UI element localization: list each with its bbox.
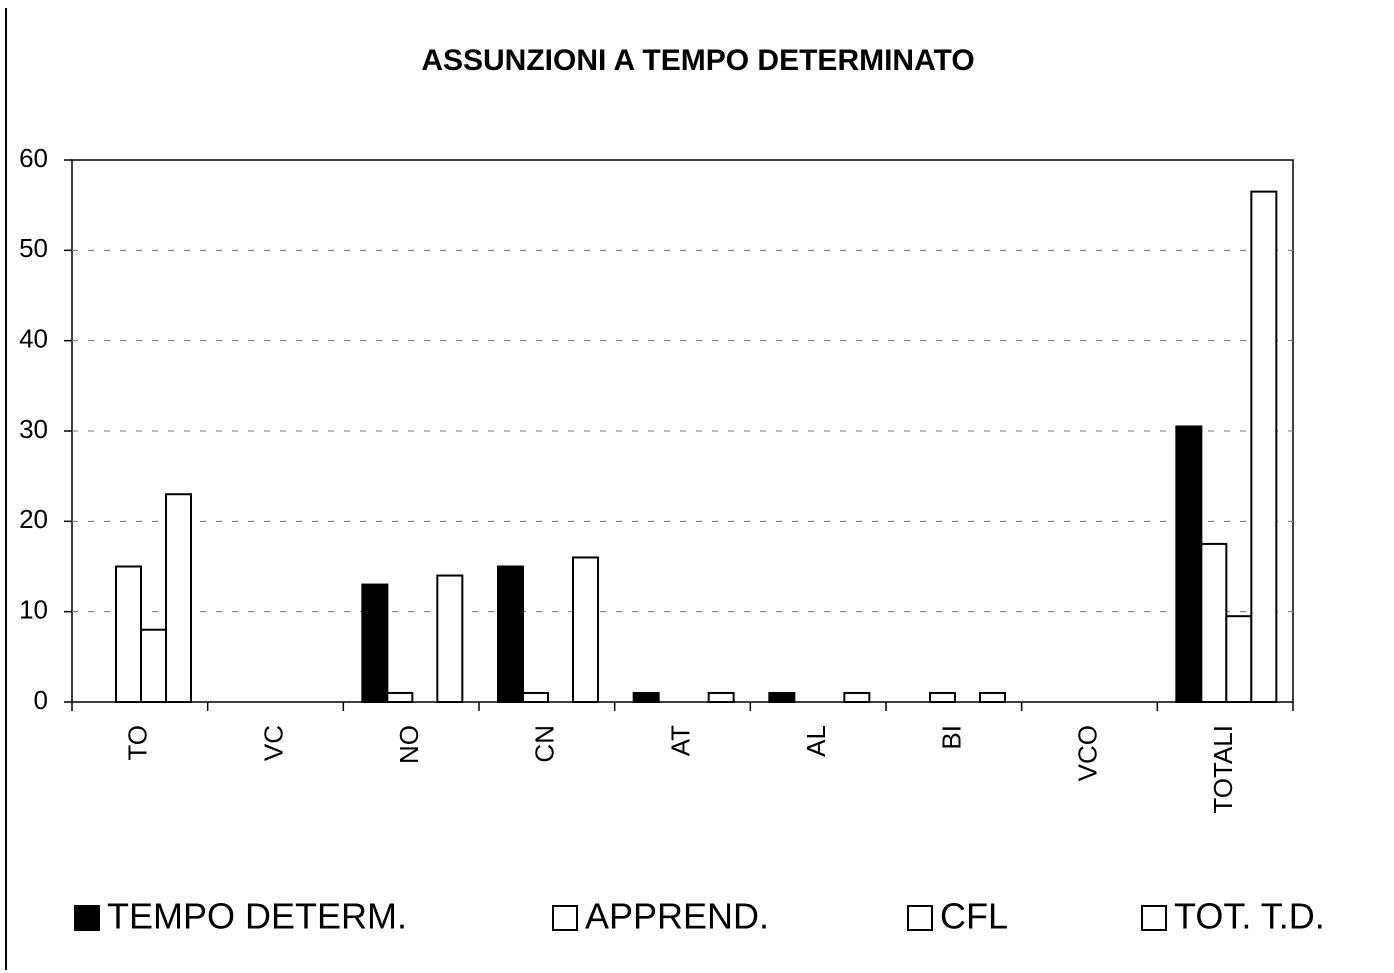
y-tick-label: 40 (19, 324, 48, 354)
x-tick-label: VCO (1072, 725, 1102, 781)
bar (115, 565, 142, 703)
bar (1225, 615, 1253, 704)
y-tick-label: 30 (19, 414, 48, 444)
bar (929, 691, 956, 704)
bar (632, 691, 660, 704)
bar (140, 628, 167, 704)
y-tick-label: 0 (34, 685, 48, 715)
bar (165, 493, 192, 703)
bar (497, 565, 524, 703)
legend-label: TEMPO DETERM. (107, 896, 407, 937)
x-tick-label: CN (530, 725, 560, 763)
bar (1250, 190, 1278, 703)
y-tick-label: 50 (19, 233, 48, 263)
legend-swatch (907, 905, 933, 931)
y-tick-label: 60 (19, 143, 48, 173)
bar (572, 556, 599, 704)
bar (1200, 542, 1228, 704)
bar (979, 691, 1006, 704)
x-tick-label: AL (801, 725, 831, 757)
bar (768, 691, 796, 704)
bar (843, 691, 871, 704)
legend-swatch (1141, 905, 1167, 931)
x-tick-label: TOTALI (1208, 725, 1238, 814)
chart-title: ASSUNZIONI A TEMPO DETERMINATO (421, 44, 974, 77)
y-tick-label: 10 (19, 595, 48, 625)
legend-swatch (552, 905, 578, 931)
bar (436, 574, 464, 703)
bar (522, 691, 549, 704)
x-tick-label: NO (394, 725, 424, 764)
x-tick-label: TO (123, 725, 153, 761)
x-tick-label: BI (937, 725, 967, 750)
legend-swatch (74, 905, 100, 931)
legend-label: APPREND. (585, 896, 769, 937)
y-tick-label: 20 (19, 504, 48, 534)
bar (386, 691, 414, 704)
legend-label: TOT. T.D. (1174, 896, 1325, 937)
bar (361, 583, 389, 703)
x-tick-label: AT (665, 725, 695, 756)
x-tick-label: VC (258, 725, 288, 761)
legend-label: CFL (940, 896, 1008, 937)
bar (1175, 425, 1203, 703)
bar (707, 691, 735, 704)
